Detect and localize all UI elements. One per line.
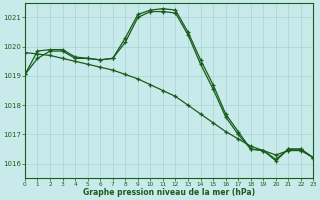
X-axis label: Graphe pression niveau de la mer (hPa): Graphe pression niveau de la mer (hPa)	[83, 188, 255, 197]
